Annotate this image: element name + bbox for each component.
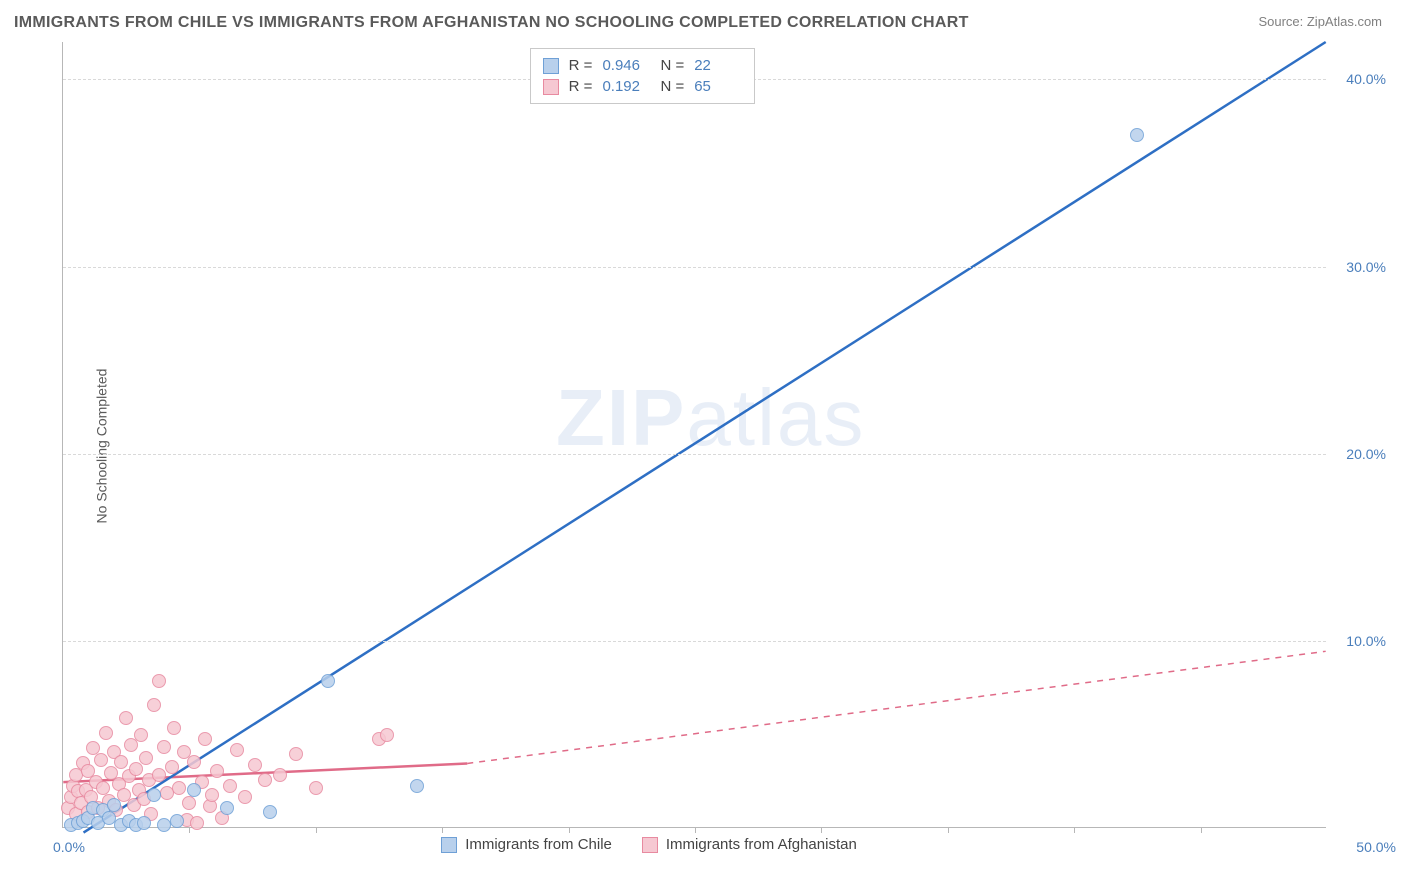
data-point <box>165 760 179 774</box>
legend-label: Immigrants from Afghanistan <box>666 836 857 853</box>
y-tick-label: 20.0% <box>1346 446 1386 462</box>
x-minor-tick <box>316 827 317 833</box>
data-point <box>167 721 181 735</box>
data-point <box>205 788 219 802</box>
data-point <box>230 743 244 757</box>
data-point <box>190 816 204 830</box>
legend-stats-box: R = 0.946 N = 22 R = 0.192 N = 65 <box>530 48 756 104</box>
data-point <box>119 711 133 725</box>
legend-label: Immigrants from Chile <box>465 836 612 853</box>
r-value: 0.192 <box>602 78 650 95</box>
data-point <box>137 816 151 830</box>
data-point <box>152 768 166 782</box>
data-point <box>263 805 277 819</box>
x-minor-tick <box>1074 827 1075 833</box>
data-point <box>107 798 121 812</box>
x-minor-tick <box>695 827 696 833</box>
n-label: N = <box>660 57 684 74</box>
data-point <box>157 740 171 754</box>
data-point <box>309 781 323 795</box>
x-minor-tick <box>821 827 822 833</box>
y-tick-label: 40.0% <box>1346 71 1386 87</box>
data-point <box>114 755 128 769</box>
data-point <box>152 674 166 688</box>
data-point <box>182 796 196 810</box>
data-point <box>134 728 148 742</box>
x-tick-max: 50.0% <box>1356 839 1396 855</box>
legend-stats-row: R = 0.946 N = 22 <box>543 55 743 76</box>
data-point <box>321 674 335 688</box>
legend-stats-row: R = 0.192 N = 65 <box>543 76 743 97</box>
source-label: Source: ZipAtlas.com <box>1258 14 1382 29</box>
gridline <box>63 641 1326 642</box>
data-point <box>220 801 234 815</box>
watermark-light: atlas <box>686 373 865 462</box>
y-tick-label: 10.0% <box>1346 633 1386 649</box>
r-label: R = <box>569 78 593 95</box>
x-tick-min: 0.0% <box>53 839 85 855</box>
data-point <box>380 728 394 742</box>
data-point <box>273 768 287 782</box>
data-point <box>410 779 424 793</box>
data-point <box>129 762 143 776</box>
data-point <box>258 773 272 787</box>
data-point <box>172 781 186 795</box>
data-point <box>147 698 161 712</box>
legend-swatch <box>642 837 658 853</box>
n-value: 65 <box>694 78 742 95</box>
plot-area: ZIPatlas 0.0% 50.0% 10.0%20.0%30.0%40.0% <box>62 42 1326 828</box>
data-point <box>223 779 237 793</box>
data-point <box>248 758 262 772</box>
r-value: 0.946 <box>602 57 650 74</box>
data-point <box>94 753 108 767</box>
x-minor-tick <box>442 827 443 833</box>
x-minor-tick <box>189 827 190 833</box>
trend-line <box>467 651 1325 763</box>
legend-swatch <box>441 837 457 853</box>
data-point <box>187 783 201 797</box>
data-point <box>238 790 252 804</box>
n-value: 22 <box>694 57 742 74</box>
legend-swatch <box>543 79 559 95</box>
legend-item: Immigrants from Chile <box>441 836 612 853</box>
watermark: ZIPatlas <box>556 372 865 464</box>
data-point <box>96 781 110 795</box>
gridline <box>63 454 1326 455</box>
x-minor-tick <box>569 827 570 833</box>
data-point <box>147 788 161 802</box>
n-label: N = <box>660 78 684 95</box>
data-point <box>1130 128 1144 142</box>
trend-line <box>84 42 1326 833</box>
data-point <box>187 755 201 769</box>
x-minor-tick <box>1201 827 1202 833</box>
data-point <box>170 814 184 828</box>
chart-title: IMMIGRANTS FROM CHILE VS IMMIGRANTS FROM… <box>14 14 969 32</box>
watermark-bold: ZIP <box>556 373 686 462</box>
data-point <box>99 726 113 740</box>
legend-item: Immigrants from Afghanistan <box>642 836 857 853</box>
data-point <box>289 747 303 761</box>
series-legend: Immigrants from Chile Immigrants from Afg… <box>441 836 857 853</box>
y-tick-label: 30.0% <box>1346 259 1386 275</box>
trend-lines-svg <box>63 42 1326 827</box>
data-point <box>139 751 153 765</box>
data-point <box>210 764 224 778</box>
x-minor-tick <box>948 827 949 833</box>
data-point <box>198 732 212 746</box>
gridline <box>63 267 1326 268</box>
r-label: R = <box>569 57 593 74</box>
legend-swatch <box>543 58 559 74</box>
